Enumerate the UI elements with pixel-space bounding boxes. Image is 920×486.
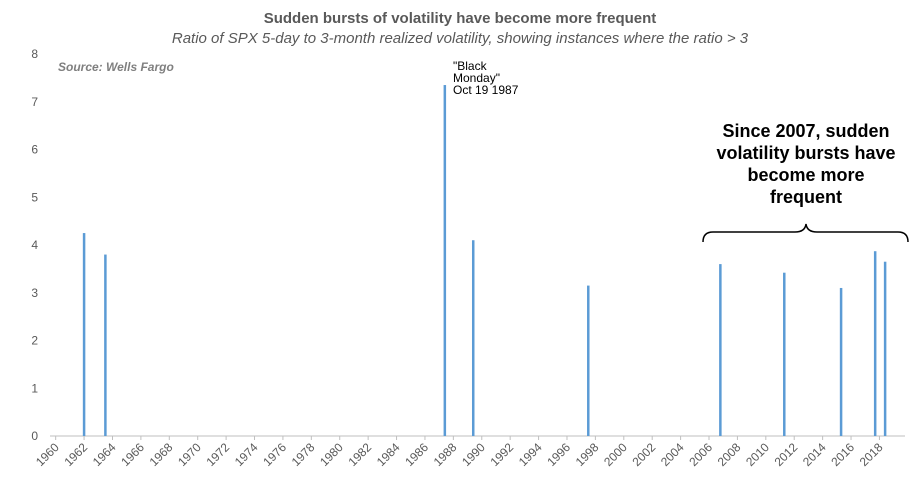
x-tick-label: 1976: [260, 440, 289, 469]
x-tick-label: 2010: [743, 440, 772, 469]
x-tick-label: 2012: [772, 440, 801, 469]
annotation: "Black: [453, 59, 488, 73]
y-tick-label: 4: [31, 238, 38, 252]
bar: [883, 261, 887, 436]
x-tick-label: 1998: [573, 440, 602, 469]
annotation: Oct 19 1987: [453, 83, 519, 97]
x-tick-label: 2002: [630, 440, 659, 469]
bar: [839, 287, 843, 436]
bar: [873, 251, 877, 436]
x-tick-label: 1994: [516, 440, 545, 469]
x-tick-label: 1968: [147, 440, 176, 469]
annotation: frequent: [770, 187, 842, 207]
x-tick-label: 2016: [828, 440, 857, 469]
x-tick-label: 1992: [488, 440, 517, 469]
annotation: become more: [747, 165, 864, 185]
x-tick-label: 1966: [118, 440, 147, 469]
x-tick-label: 2006: [686, 440, 715, 469]
x-tick-label: 1970: [175, 440, 204, 469]
x-tick-label: 1964: [90, 440, 119, 469]
bar: [443, 85, 447, 436]
x-tick-label: 1986: [402, 440, 431, 469]
x-tick-label: 2018: [857, 440, 886, 469]
annotation: Monday": [453, 71, 500, 85]
x-tick-label: 2008: [715, 440, 744, 469]
x-tick-label: 1978: [289, 440, 318, 469]
y-tick-label: 0: [31, 429, 38, 443]
x-tick-label: 1962: [61, 440, 90, 469]
annotation: volatility bursts have: [716, 143, 895, 163]
x-tick-label: 1982: [345, 440, 374, 469]
x-tick-label: 1990: [459, 440, 488, 469]
y-tick-label: 1: [31, 381, 38, 395]
x-tick-label: 1988: [431, 440, 460, 469]
x-tick-label: 1996: [544, 440, 573, 469]
x-tick-label: 1972: [203, 440, 232, 469]
x-tick-label: 2000: [601, 440, 630, 469]
y-tick-label: 2: [31, 334, 38, 348]
y-tick-label: 7: [31, 95, 38, 109]
x-tick-label: 1960: [33, 440, 62, 469]
x-tick-label: 2014: [800, 440, 829, 469]
bar: [783, 272, 786, 436]
x-tick-label: 1980: [317, 440, 346, 469]
y-tick-label: 3: [31, 286, 38, 300]
x-tick-label: 1974: [232, 440, 261, 469]
y-tick-label: 6: [31, 143, 38, 157]
bar: [82, 233, 86, 436]
bar: [719, 264, 722, 436]
source: Source: Wells Fargo: [58, 60, 174, 74]
bar: [104, 254, 107, 436]
y-tick-label: 5: [31, 190, 38, 204]
bar: [587, 285, 590, 436]
chart-title: Sudden bursts of volatility have become …: [264, 10, 657, 27]
y-tick-label: 8: [31, 47, 38, 61]
x-tick-label: 1984: [374, 440, 403, 469]
brace: [702, 223, 909, 243]
bar: [471, 240, 475, 436]
x-tick-label: 2004: [658, 440, 687, 469]
chart-subtitle: Ratio of SPX 5-day to 3-month realized v…: [172, 30, 749, 47]
annotation: Since 2007, sudden: [722, 121, 889, 141]
